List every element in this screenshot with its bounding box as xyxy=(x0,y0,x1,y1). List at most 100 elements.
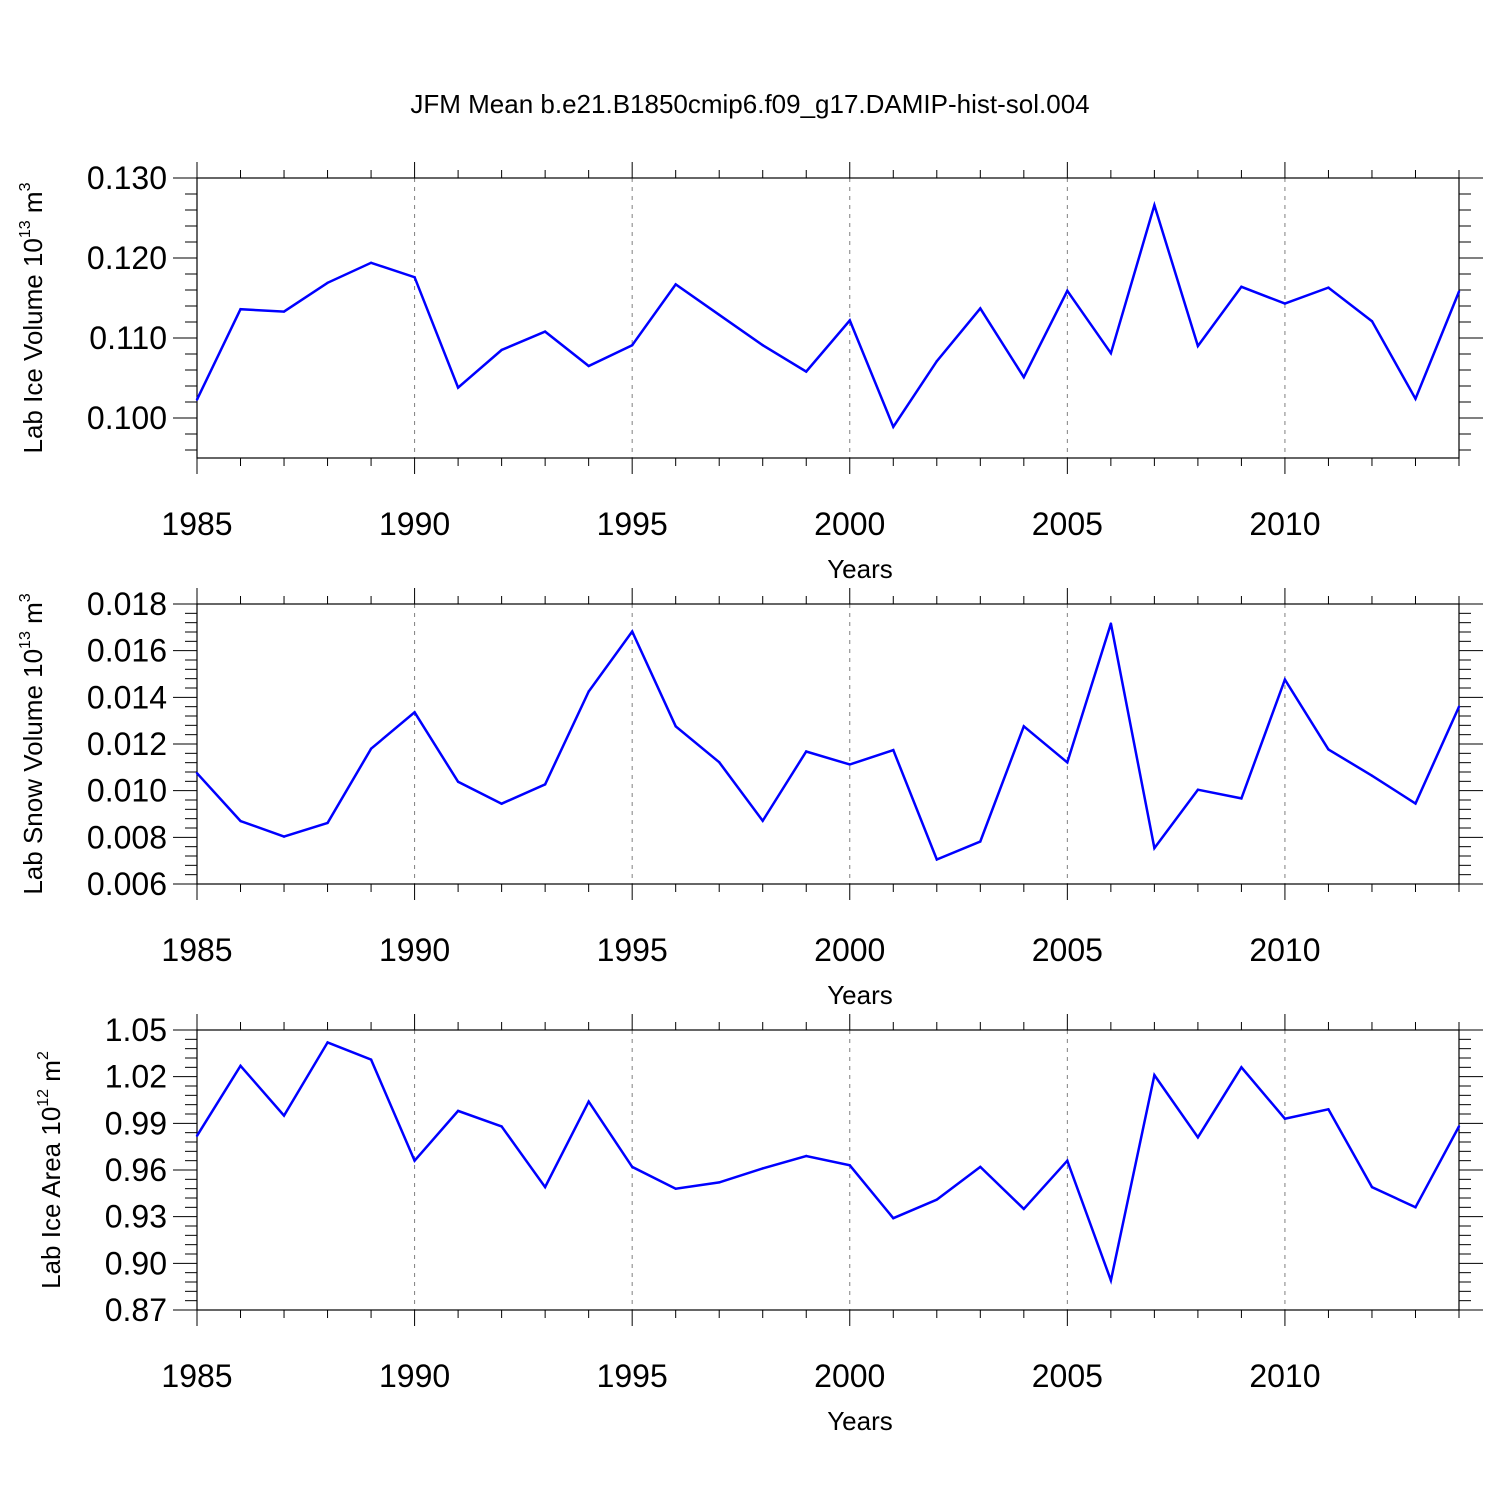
data-point xyxy=(1066,761,1069,764)
x-tick-label: 2005 xyxy=(1032,506,1103,542)
data-point xyxy=(1457,705,1461,708)
x-tick-label: 2010 xyxy=(1249,1358,1320,1394)
y-tick-label: 0.130 xyxy=(87,160,167,196)
data-point xyxy=(1066,1159,1069,1162)
series-line xyxy=(195,200,1461,430)
x-tick-label: 2010 xyxy=(1249,932,1320,968)
data-point xyxy=(1414,802,1417,805)
data-point xyxy=(761,1167,764,1170)
data-point xyxy=(543,330,547,333)
data-point xyxy=(1066,289,1069,292)
x-tick-label: 1990 xyxy=(379,1358,450,1394)
series-line xyxy=(195,1040,1461,1285)
data-point xyxy=(282,1114,286,1117)
y-tick-label: 0.014 xyxy=(87,679,167,715)
x-axis-label: Years xyxy=(827,980,893,1010)
data-point xyxy=(848,763,851,766)
y-tick-label: 0.010 xyxy=(87,773,167,809)
data-point xyxy=(1196,788,1200,791)
x-tick-label: 1985 xyxy=(161,1358,232,1394)
data-point xyxy=(718,761,721,764)
data-point xyxy=(1109,1279,1113,1282)
data-point xyxy=(587,690,590,693)
data-point xyxy=(1457,1125,1461,1128)
data-point xyxy=(630,630,634,633)
y-tick-label: 0.99 xyxy=(105,1105,167,1141)
x-tick-label: 1995 xyxy=(597,1358,668,1394)
x-tick-label: 2010 xyxy=(1249,506,1320,542)
plot-frame xyxy=(196,603,1460,885)
data-point xyxy=(935,1198,938,1201)
data-point xyxy=(500,348,503,352)
x-tick-label: 1985 xyxy=(161,506,232,542)
data-point xyxy=(805,750,808,753)
figure-title: JFM Mean b.e21.B1850cmip6.f09_g17.DAMIP-… xyxy=(410,89,1089,119)
data-point xyxy=(979,1165,982,1169)
data-point xyxy=(1457,290,1461,293)
data-point xyxy=(326,821,329,825)
y-axis-label-exponent: 12 xyxy=(35,1089,52,1107)
data-point xyxy=(1109,622,1113,625)
y-axis-label-text: Lab Snow Volume 10 xyxy=(18,649,48,895)
data-point xyxy=(195,1134,199,1137)
data-point xyxy=(1327,1108,1330,1111)
data-point xyxy=(718,1181,721,1184)
data-point xyxy=(1109,352,1113,355)
y-axis-label-text: Lab Ice Area 10 xyxy=(36,1107,66,1289)
data-point xyxy=(587,1100,590,1103)
data-point xyxy=(1022,376,1026,379)
data-point xyxy=(1283,1117,1287,1120)
data-point xyxy=(239,308,242,311)
y-axis-label-exponent: 13 xyxy=(17,220,34,238)
y-axis-label-unit-exponent: 3 xyxy=(17,182,34,191)
y-axis-label-exponent: 13 xyxy=(17,631,34,649)
data-point xyxy=(1196,1136,1200,1139)
data-point xyxy=(761,819,764,822)
data-point xyxy=(979,840,982,843)
data-point xyxy=(1327,286,1330,289)
data-point xyxy=(935,360,938,363)
data-point xyxy=(587,364,590,368)
y-axis-label-unit-exponent: 3 xyxy=(17,593,34,602)
data-point xyxy=(1370,1185,1374,1189)
data-point xyxy=(282,835,286,838)
data-point xyxy=(1153,846,1156,850)
data-point xyxy=(979,307,982,310)
x-axis-label: Years xyxy=(827,1406,893,1436)
data-point xyxy=(239,1064,242,1067)
data-point xyxy=(239,819,242,823)
data-point xyxy=(892,425,895,428)
data-point xyxy=(456,386,460,389)
y-axis-label: Lab Ice Volume 1013 m3 xyxy=(17,182,48,453)
x-axis-label: Years xyxy=(827,554,893,584)
y-tick-label: 0.87 xyxy=(105,1292,167,1328)
y-tick-label: 1.05 xyxy=(105,1012,167,1048)
data-point xyxy=(413,711,416,714)
x-tick-label: 2005 xyxy=(1032,932,1103,968)
x-tick-label: 1995 xyxy=(597,932,668,968)
data-point xyxy=(674,1187,677,1190)
data-point xyxy=(456,780,460,783)
data-point xyxy=(674,725,677,728)
data-point xyxy=(195,398,199,401)
y-axis-label: Lab Snow Volume 1013 m3 xyxy=(17,593,48,894)
x-tick-label: 2000 xyxy=(814,932,885,968)
data-point xyxy=(892,748,895,752)
data-point xyxy=(326,281,329,284)
x-tick-label: 1995 xyxy=(597,506,668,542)
y-tick-label: 0.93 xyxy=(105,1199,167,1235)
y-axis-label: Lab Ice Area 1012 m2 xyxy=(35,1051,66,1289)
data-point xyxy=(282,310,286,313)
data-point xyxy=(326,1041,329,1044)
data-point xyxy=(718,313,721,316)
y-axis-label-unit-exponent: 2 xyxy=(35,1051,52,1060)
data-point xyxy=(543,1185,547,1189)
chart-panel-3: 0.87 0.90 0.93 0.96 0.99 1.02 1.05 1985 1990 1995… xyxy=(35,1012,1483,1436)
x-tick-label: 1985 xyxy=(161,932,232,968)
data-point xyxy=(1283,678,1287,681)
y-tick-label: 0.008 xyxy=(87,819,167,855)
chart-panel-1: 0.100 0.110 0.120 0.130 1985 1990 1995 2000 2005… xyxy=(17,160,1483,584)
data-point xyxy=(805,370,808,373)
y-tick-label: 0.96 xyxy=(105,1152,167,1188)
